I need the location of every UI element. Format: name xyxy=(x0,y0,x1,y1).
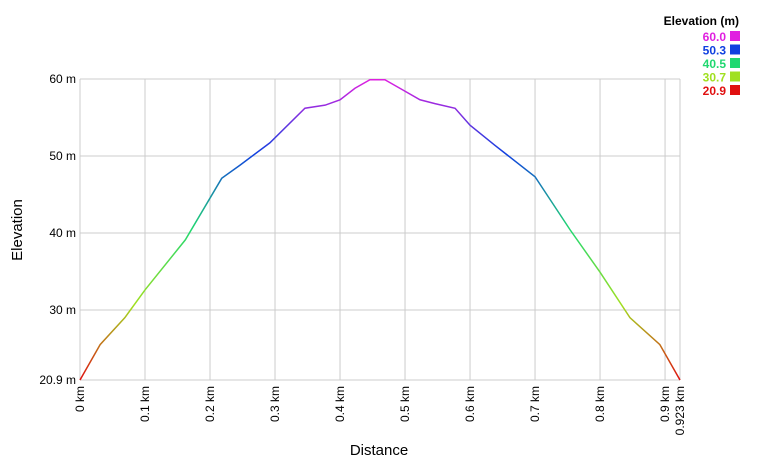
legend-swatch xyxy=(730,71,740,82)
legend-swatch xyxy=(730,85,740,95)
x-tick-label: 0.923 km xyxy=(673,386,687,435)
x-tick-label: 0.5 km xyxy=(398,386,412,422)
x-tick-label: 0.1 km xyxy=(138,386,152,422)
x-tick-label: 0.8 km xyxy=(593,386,607,422)
legend-swatch xyxy=(730,31,740,41)
y-axis-title: Elevation xyxy=(9,199,26,261)
legend-title: Elevation (m) xyxy=(664,14,739,28)
y-tick-label: 40 m xyxy=(49,226,76,240)
x-tick-label: 0.3 km xyxy=(268,386,282,422)
legend-label: 50.3 xyxy=(703,44,727,58)
legend-label: 30.7 xyxy=(703,71,727,85)
y-tick-label: 60 m xyxy=(49,72,76,86)
legend-swatch xyxy=(730,44,740,55)
y-tick-label: 30 m xyxy=(49,303,76,317)
elevation-line xyxy=(79,79,681,381)
x-tick-label: 0 km xyxy=(73,386,87,412)
y-tick-label: 50 m xyxy=(49,149,76,163)
x-tick-label: 0.9 km xyxy=(658,386,672,422)
legend-label: 60.0 xyxy=(703,30,727,44)
y-tick-label: 20.9 m xyxy=(39,373,76,387)
x-tick-label: 0.2 km xyxy=(203,386,217,422)
legend-swatch xyxy=(730,58,740,68)
x-tick-label: 0.6 km xyxy=(463,386,477,422)
legend-label: 20.9 xyxy=(703,84,727,98)
x-axis-title: Distance xyxy=(350,442,408,459)
x-tick-label: 0.4 km xyxy=(333,386,347,422)
legend-label: 40.5 xyxy=(703,57,727,71)
x-tick-label: 0.7 km xyxy=(528,386,542,422)
